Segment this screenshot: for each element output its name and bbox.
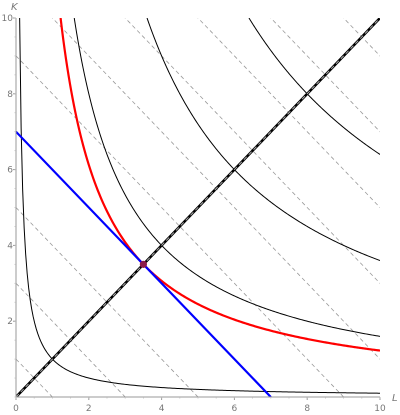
isoquant-curve (19, 18, 380, 394)
y-tick-label: 2 (7, 317, 13, 327)
dashed-isocost-line (16, 207, 199, 397)
isoquant-curve (73, 18, 380, 337)
dashed-isocost-line (16, 55, 344, 397)
dashed-isocost-line (16, 358, 53, 397)
x-tick-label: 6 (232, 404, 238, 414)
y-axis-title: K (11, 2, 19, 13)
y-tick-label: 4 (7, 241, 13, 251)
optimum-point (139, 260, 147, 268)
budget-and-expansion-lines (16, 18, 380, 397)
x-tick-label: 0 (13, 404, 19, 414)
optimal-isoquant-curve (59, 18, 380, 352)
x-tick-label: 4 (159, 404, 165, 414)
x-axis-title: L (392, 393, 398, 404)
isoquant-curves (19, 18, 380, 394)
y-tick-label: 8 (7, 90, 13, 100)
isoquant-curve (248, 18, 380, 155)
x-tick-label: 2 (86, 404, 92, 414)
isoquant-curve (146, 18, 380, 262)
x-tick-label: 8 (304, 404, 310, 414)
expansion-path-dash (16, 18, 380, 397)
y-tick-label: 6 (7, 166, 13, 176)
x-tick-label: 10 (374, 404, 386, 414)
tick-marks-and-labels: 0 2 4 6 8 10 2 4 6 8 10 (2, 14, 386, 414)
optimum-point-layer (139, 260, 147, 268)
y-tick-label: 10 (2, 14, 14, 24)
